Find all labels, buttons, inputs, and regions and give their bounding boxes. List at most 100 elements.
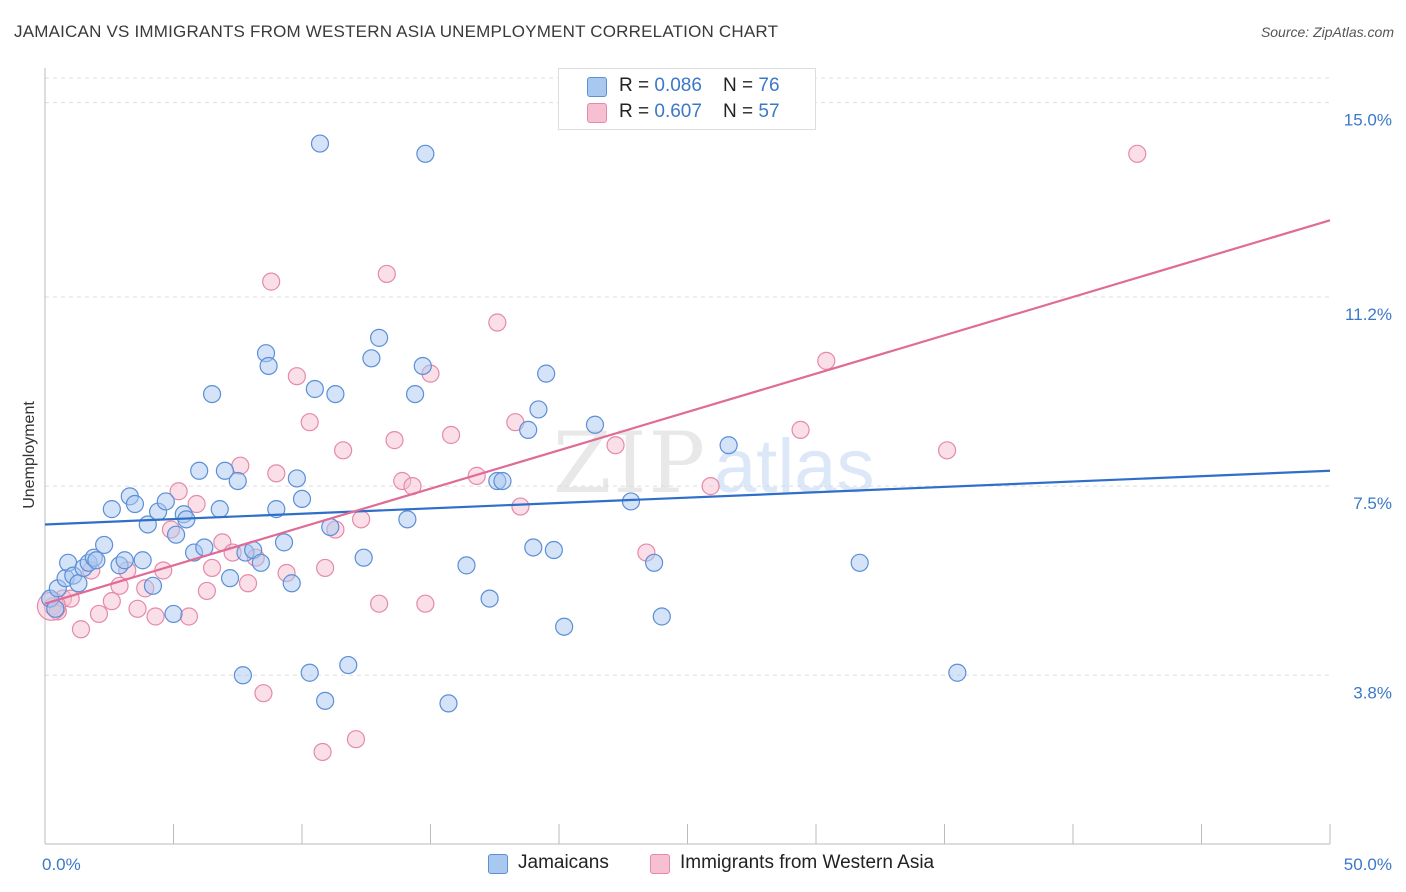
chart-title: JAMAICAN VS IMMIGRANTS FROM WESTERN ASIA…: [14, 22, 779, 41]
data-point-jamaicans: [300, 663, 319, 682]
data-point-jamaicans: [190, 461, 209, 480]
data-point-jamaicans: [850, 553, 869, 572]
data-point-immigrants: [352, 510, 371, 529]
axes: [44, 68, 1331, 845]
data-point-immigrants: [169, 482, 188, 501]
data-point-jamaicans: [480, 589, 499, 608]
legend-r-label: R =: [619, 101, 655, 122]
data-point-jamaicans: [457, 556, 476, 575]
data-point-jamaicans: [233, 666, 252, 685]
data-point-jamaicans: [202, 384, 222, 404]
data-point-immigrants: [370, 594, 389, 613]
x-tick-label: 50.0%: [1344, 855, 1392, 874]
legend-n-label: N =: [723, 75, 759, 96]
data-point-jamaicans: [102, 500, 121, 519]
data-point-jamaicans: [316, 691, 335, 710]
data-point-jamaicans: [287, 469, 306, 488]
data-point-jamaicans: [166, 525, 186, 544]
data-point-jamaicans: [621, 492, 641, 511]
x-tick-label: 0.0%: [42, 855, 81, 874]
data-point-immigrants: [267, 464, 286, 483]
data-point-jamaicans: [156, 492, 175, 511]
data-point-immigrants: [334, 441, 353, 460]
data-point-immigrants: [187, 494, 206, 514]
data-point-jamaicans: [439, 694, 458, 713]
data-point-jamaicans: [529, 400, 548, 419]
data-point-jamaicans: [95, 535, 114, 555]
data-point-jamaicans: [143, 576, 163, 595]
y-tick-label: 15.0%: [1344, 111, 1392, 130]
legend-n-value: 76: [758, 75, 780, 96]
data-point-jamaicans: [305, 379, 324, 399]
data-point-immigrants: [701, 477, 720, 496]
data-point-immigrants: [606, 436, 625, 455]
data-point-immigrants: [231, 456, 250, 475]
bottom-legend-swatch-jamaicans: [488, 854, 508, 874]
data-point-jamaicans: [719, 436, 738, 455]
y-tick-label: 7.5%: [1353, 494, 1392, 513]
tick-labels: 3.8% 7.5% 11.2% 15.0% 0.0% 50.0%: [42, 111, 1392, 874]
data-point-immigrants: [300, 413, 319, 432]
data-point-jamaicans: [215, 461, 234, 480]
data-point-jamaicans: [398, 510, 417, 529]
data-point-jamaicans: [370, 328, 389, 347]
data-point-jamaicans: [274, 533, 294, 552]
data-point-immigrants: [202, 558, 222, 578]
data-point-immigrants: [791, 420, 810, 439]
data-point-jamaicans: [555, 617, 574, 636]
data-point-jamaicans: [220, 569, 240, 588]
data-point-immigrants: [937, 441, 957, 460]
data-point-jamaicans: [544, 540, 563, 560]
data-point-jamaicans: [310, 134, 330, 153]
data-point-immigrants: [128, 599, 147, 618]
data-point-jamaicans: [519, 420, 538, 439]
legend: R = 0.086 N = 76 R = 0.607 N = 57: [558, 68, 816, 130]
data-point-immigrants: [238, 574, 258, 593]
data-point-immigrants: [146, 607, 165, 626]
data-point-immigrants: [511, 497, 530, 516]
data-point-immigrants: [416, 594, 435, 613]
data-point-jamaicans: [644, 553, 664, 572]
data-point-jamaicans: [416, 144, 435, 163]
data-point-jamaicans: [267, 500, 286, 519]
data-point-immigrants: [316, 558, 335, 578]
data-point-immigrants: [488, 313, 507, 332]
data-point-jamaicans: [585, 415, 605, 434]
data-point-jamaicans: [87, 551, 106, 570]
data-point-jamaicans: [282, 574, 301, 593]
bottom-legend-label-jamaicans: Jamaicans: [518, 852, 609, 873]
legend-swatch-jamaicans: [587, 77, 607, 97]
data-point-jamaicans: [210, 500, 229, 519]
legend-n-value: 57: [758, 101, 780, 122]
data-point-immigrants: [313, 742, 332, 762]
data-point-jamaicans: [115, 551, 134, 570]
y-tick-label: 3.8%: [1353, 683, 1392, 702]
data-point-jamaicans: [259, 356, 278, 376]
data-point-immigrants: [102, 592, 121, 611]
data-point-jamaicans: [125, 494, 145, 514]
data-point-immigrants: [262, 272, 281, 291]
legend-r-value: 0.607: [654, 101, 702, 122]
data-point-immigrants: [817, 351, 836, 370]
bottom-legend-swatch-immigrants: [650, 854, 670, 874]
data-point-jamaicans: [354, 548, 373, 567]
data-point-immigrants: [385, 431, 404, 450]
legend-r-value: 0.086: [654, 75, 702, 96]
trend-lines: [44, 219, 1331, 605]
data-point-jamaicans: [413, 356, 432, 376]
data-point-jamaicans: [652, 607, 671, 626]
data-point-jamaicans: [326, 384, 345, 404]
data-point-immigrants: [1128, 144, 1147, 163]
data-point-jamaicans: [948, 663, 967, 682]
data-point-jamaicans: [524, 538, 543, 557]
trend-line-jamaicans: [44, 469, 1331, 526]
bottom-legend-label-immigrants: Immigrants from Western Asia: [680, 852, 935, 873]
data-point-jamaicans: [537, 364, 556, 383]
grid-lines: [45, 77, 1330, 676]
data-point-jamaicans: [228, 471, 247, 491]
y-tick-label: 11.2%: [1345, 305, 1392, 324]
data-point-jamaicans: [362, 349, 381, 368]
data-point-immigrants: [89, 604, 109, 624]
data-point-immigrants: [71, 620, 91, 639]
